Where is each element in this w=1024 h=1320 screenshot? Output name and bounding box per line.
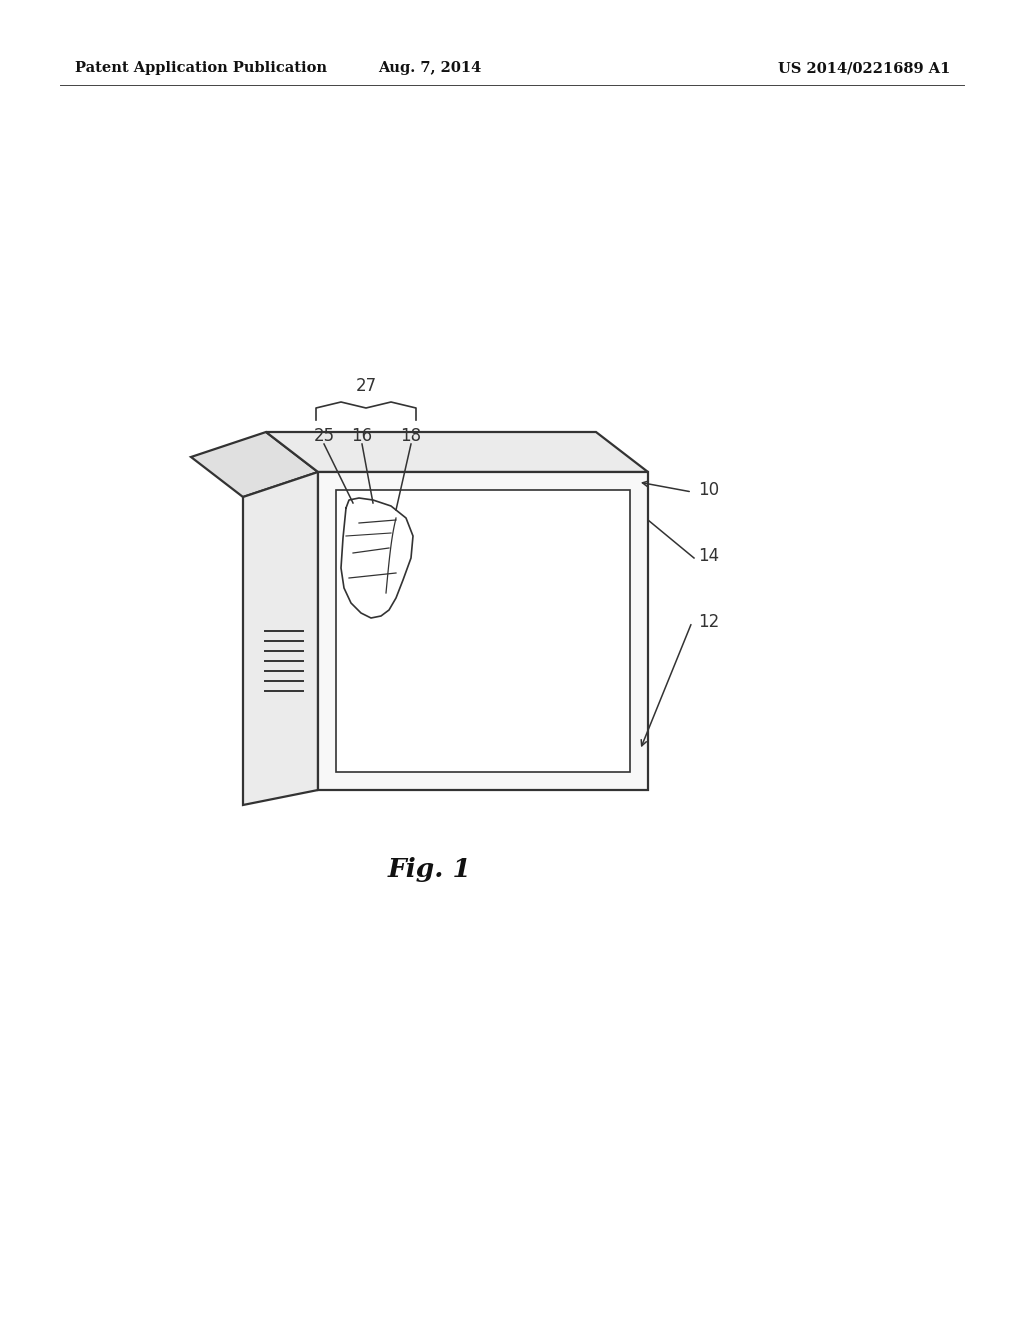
Text: 14: 14 [698, 546, 719, 565]
Text: 16: 16 [351, 426, 373, 445]
Text: 25: 25 [313, 426, 335, 445]
Polygon shape [336, 490, 630, 772]
Text: 27: 27 [355, 378, 377, 395]
Polygon shape [266, 432, 648, 473]
Text: Patent Application Publication: Patent Application Publication [75, 61, 327, 75]
Text: US 2014/0221689 A1: US 2014/0221689 A1 [777, 61, 950, 75]
Text: 10: 10 [698, 480, 719, 499]
Text: Aug. 7, 2014: Aug. 7, 2014 [379, 61, 481, 75]
Polygon shape [243, 473, 318, 805]
Text: 12: 12 [698, 612, 719, 631]
Text: Fig. 1: Fig. 1 [388, 858, 472, 883]
Text: 18: 18 [400, 426, 422, 445]
Polygon shape [318, 473, 648, 789]
Polygon shape [191, 432, 318, 498]
